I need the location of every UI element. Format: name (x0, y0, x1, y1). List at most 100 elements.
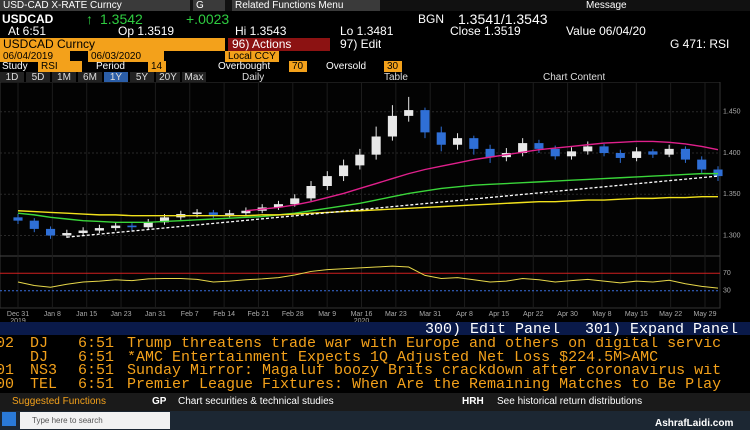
period-button[interactable]: 5Y (130, 72, 154, 83)
x-tick-label: Feb 14 (213, 311, 235, 318)
news-headline[interactable]: *AMC Entertainment Expects 1Q Adjusted N… (127, 350, 659, 365)
table-button[interactable]: Table (384, 72, 408, 83)
message-button[interactable]: Message (586, 0, 627, 11)
candle-body (404, 110, 414, 116)
candle-body (420, 110, 430, 133)
moving-average (17, 196, 718, 217)
price-panel (0, 82, 721, 309)
candle-body (225, 213, 235, 215)
candle-body (485, 148, 495, 158)
open-price: Op 1.3519 (118, 25, 175, 38)
expand-panel[interactable]: 301) Expand Panel (585, 323, 739, 337)
end-date[interactable]: 06/03/2020 (88, 51, 164, 62)
candle-body (192, 212, 202, 215)
overbought-value[interactable]: 70 (289, 61, 307, 72)
candle-body (469, 138, 479, 149)
candle-body (355, 154, 365, 166)
period-button[interactable]: 20Y (156, 72, 180, 83)
candle-body (306, 186, 316, 199)
ticker: USDCAD (2, 12, 54, 26)
news-headline[interactable]: Premier League Fixtures: When Are the Re… (127, 377, 722, 392)
x-tick-label: Jan 23 (111, 311, 132, 318)
x-tick-label: May 15 (625, 311, 648, 318)
function-code[interactable]: HRH (462, 396, 484, 407)
candle-body (127, 225, 137, 228)
period-button[interactable]: 6M (78, 72, 102, 83)
news-source: DJ (30, 337, 49, 351)
x-tick-label: Feb 28 (282, 311, 304, 318)
study-label: Study (2, 61, 28, 72)
edit-panel[interactable]: 300) Edit Panel (425, 323, 561, 337)
news-list: 02 DJ 6:51 Trump threatens trade war with E… (0, 337, 750, 393)
candle-body (599, 146, 609, 153)
candle-body (566, 151, 577, 157)
actions-menu[interactable]: 96) Actions (228, 38, 330, 51)
x-tick-label: Jan 15 (76, 311, 97, 318)
news-id: 00 (0, 377, 15, 392)
year-label: 2019 (10, 318, 26, 322)
moving-average (17, 172, 718, 223)
suggested-title: Suggested Functions (12, 396, 106, 407)
candle-body (615, 153, 625, 158)
security-field[interactable]: USD-CAD X-RATE Curncy (0, 0, 190, 11)
function-text[interactable]: Chart securities & technical studies (178, 396, 334, 407)
start-date[interactable]: 06/04/2019 (0, 51, 70, 62)
candle-body (713, 169, 723, 177)
chart-content[interactable]: Chart Content (543, 72, 606, 83)
period-button[interactable]: 1D (0, 72, 24, 83)
x-tick-label: Feb 21 (248, 311, 270, 318)
x-tick-label: Mar 23 (385, 311, 407, 318)
news-headline[interactable]: Trump threatens trade war with Europe an… (127, 337, 722, 351)
price-source: BGN (418, 12, 445, 26)
candle-body (111, 225, 121, 229)
news-headline[interactable]: Sunday Mirror: Magaluf boozy Brits crack… (127, 364, 722, 378)
start-button[interactable] (2, 412, 16, 426)
period-button[interactable]: 1Y (104, 72, 128, 83)
moving-average (245, 140, 719, 212)
high-price: Hi 1.3543 (235, 25, 287, 38)
candle-body (452, 138, 463, 145)
x-tick-label: Dec 31 (7, 311, 29, 318)
x-tick-label: Mar 31 (419, 311, 441, 318)
candle-body (290, 198, 300, 205)
edit-menu[interactable]: 97) Edit (340, 38, 382, 51)
news-time: 6:51 (78, 364, 115, 378)
search-box[interactable]: Type here to search (20, 412, 170, 429)
x-tick-label: Apr 30 (557, 311, 578, 318)
study-name[interactable]: RSI (38, 61, 82, 72)
currency[interactable]: Local CCY (225, 51, 279, 62)
period-buttons: 1D 5D 1M 6M 1Y 5Y 20Y Max (0, 72, 300, 83)
candle-body (436, 132, 446, 145)
x-tick-label: May 8 (592, 311, 611, 318)
rsi-tick-label: 70 (723, 270, 731, 277)
function-text[interactable]: See historical return distributions (497, 396, 643, 407)
taskbar (0, 411, 750, 430)
candle-body (534, 143, 544, 149)
y-tick-label: 1.400 (723, 150, 741, 157)
y-tick-label: 1.350 (723, 191, 741, 198)
last-price: 1.3542 (100, 11, 143, 27)
function-code[interactable]: GP (152, 396, 167, 407)
period-button[interactable]: 1M (52, 72, 76, 83)
x-tick-label: Feb 7 (181, 311, 199, 318)
x-tick-label: Apr 8 (456, 311, 473, 318)
value-date: Value 06/04/20 (566, 25, 646, 38)
candle-body (697, 159, 707, 170)
related-menu[interactable]: Related Functions Menu (232, 0, 380, 11)
overbought-label: Overbought (218, 61, 271, 72)
candle-body (241, 210, 251, 214)
period-button[interactable]: Max (182, 72, 206, 83)
candle-body (78, 230, 88, 234)
x-tick-label: Jan 8 (44, 311, 61, 318)
menu-dropdown[interactable]: G (193, 0, 225, 11)
quote-time: At 6:51 (8, 25, 47, 38)
period-value[interactable]: 14 (148, 61, 166, 72)
period-button[interactable]: 5D (26, 72, 50, 83)
oversold-value[interactable]: 30 (384, 61, 402, 72)
frequency[interactable]: Daily (242, 72, 265, 83)
rsi-tick-label: 30 (723, 288, 731, 295)
x-tick-label: May 29 (694, 311, 717, 318)
candle-body (339, 165, 349, 177)
